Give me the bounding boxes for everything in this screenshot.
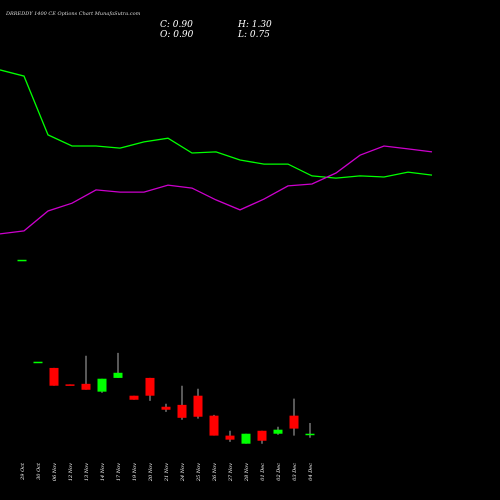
x-tick-label: 03 Dec: [292, 463, 298, 481]
x-tick-label: 25 Nov: [196, 463, 202, 482]
candle-body: [305, 433, 315, 436]
x-tick-label: 21 Nov: [164, 463, 170, 482]
candle-body: [49, 367, 59, 386]
candle-body: [113, 372, 123, 378]
candle-body: [81, 383, 91, 390]
candle-body: [97, 378, 107, 392]
x-tick-label: 14 Nov: [100, 463, 106, 481]
x-tick-label: 04 Dec: [308, 463, 314, 481]
candle-body: [273, 429, 283, 434]
candle-body: [257, 430, 267, 441]
high-label: H: 1.30: [237, 20, 272, 30]
x-tick-label: 28 Nov: [244, 463, 250, 482]
indicator-line: [0, 69, 433, 179]
indicator-line: [0, 145, 433, 235]
x-tick-label: 01 Dec: [260, 463, 266, 481]
x-tick-label: 13 Nov: [84, 463, 90, 481]
open-label: O: 0.90: [160, 30, 194, 40]
candle-body: [161, 406, 171, 410]
candle-body: [65, 384, 75, 386]
x-tick-label: 29 Oct: [20, 462, 26, 481]
candle-body: [177, 404, 187, 418]
candle-body: [209, 415, 219, 436]
x-tick-label: 20 Nov: [148, 463, 154, 482]
x-tick-label: 30 Oct: [36, 462, 42, 480]
candle-body: [225, 435, 235, 440]
candle-body: [129, 395, 139, 400]
x-tick-label: 17 Nov: [116, 463, 122, 481]
candle-body: [241, 433, 251, 444]
low-label: L: 0.75: [237, 30, 270, 40]
close-label: C: 0.90: [160, 20, 193, 30]
x-tick-label: 19 Nov: [132, 463, 138, 481]
x-tick-label: 26 Nov: [212, 463, 218, 482]
x-tick-label: 02 Dec: [276, 463, 282, 481]
candle-body: [289, 415, 299, 429]
chart-title: DRREDDY 1400 CE Options Chart MunafaSutr…: [5, 11, 141, 17]
candle-body: [33, 361, 43, 364]
candle-body: [145, 377, 155, 396]
x-tick-label: 06 Nov: [52, 463, 58, 481]
candle-body: [193, 395, 203, 417]
candle-body: [17, 259, 27, 262]
x-tick-label: 27 Nov: [228, 463, 234, 482]
x-tick-label: 12 Nov: [68, 463, 74, 481]
x-tick-label: 24 Nov: [180, 463, 186, 482]
